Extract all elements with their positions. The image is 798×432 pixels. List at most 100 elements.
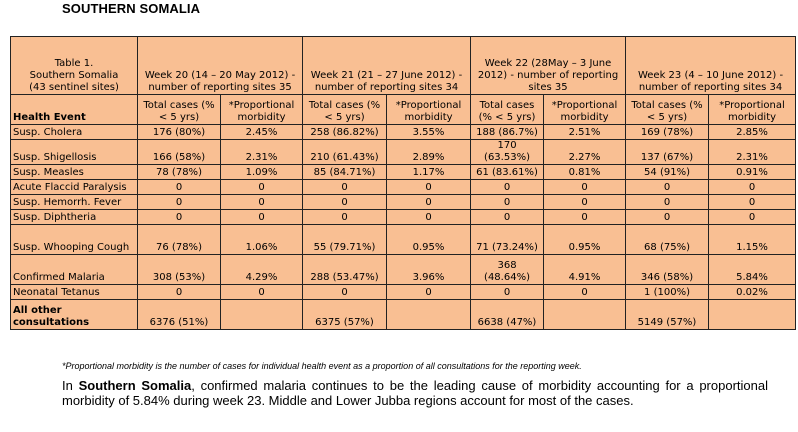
health-event-label: Susp. Cholera (10, 124, 138, 140)
paragraph-text: , confirmed malaria continues to be the … (62, 378, 768, 408)
total-cases-cell: 76 (78%) (137, 224, 221, 255)
total-cases-cell: 0 (302, 179, 388, 195)
proportional-morbidity-cell: 2.45% (219, 124, 304, 140)
proportional-morbidity-cell: 2.31% (708, 139, 797, 165)
health-event-label: Susp. Hemorrh. Fever (10, 194, 138, 210)
proportional-morbidity-cell: 0.95% (543, 224, 627, 255)
total-cases-cell: 6376 (51%) (137, 299, 221, 330)
total-cases-cell: 0 (302, 194, 388, 210)
proportional-morbidity-cell: 0 (708, 179, 797, 195)
table-caption: Table 1. Southern Somalia (43 sentinel s… (10, 36, 138, 95)
total-cases-cell: 61 (83.61%) (470, 164, 545, 180)
table-row: Susp. Diphtheria 0 0 0 0 0 0 0 0 (10, 209, 797, 225)
total-cases-cell: 85 (84.71%) (302, 164, 388, 180)
proportional-morbidity-cell: 1.17% (386, 164, 472, 180)
paragraph-prefix: In (62, 378, 79, 393)
total-cases-cell: 0 (137, 194, 221, 210)
health-event-label: Susp. Diphtheria (10, 209, 138, 225)
proportional-morbidity-cell: 2.51% (543, 124, 627, 140)
total-cases-cell: 68 (75%) (625, 224, 710, 255)
total-cases-cell: 0 (302, 284, 388, 300)
proportional-morbidity-cell: 2.85% (708, 124, 797, 140)
table-row: Susp. Hemorrh. Fever 0 0 0 0 0 0 0 0 (10, 194, 797, 210)
proportional-morbidity-cell: 0 (708, 194, 797, 210)
proportional-morbidity-cell: 0 (386, 194, 472, 210)
total-cases-cell: 258 (86.82%) (302, 124, 388, 140)
column-header-row: Health Event Total cases (% < 5 yrs) *Pr… (10, 94, 797, 125)
footnote: *Proportional morbidity is the number of… (62, 361, 582, 371)
total-cases-cell: 0 (625, 179, 710, 195)
total-cases-cell: 71 (73.24%) (470, 224, 545, 255)
proportional-header: *Proportional morbidity (219, 94, 304, 125)
total-cases-header: Total cases (% < 5 yrs) (137, 94, 221, 125)
total-cases-cell: 137 (67%) (625, 139, 710, 165)
proportional-header: *Proportional morbidity (386, 94, 472, 125)
paragraph-region: Southern Somalia (78, 378, 192, 393)
table-row: Susp. Shigellosis 166 (58%) 2.31% 210 (61.4… (10, 139, 797, 165)
total-cases-cell: 0 (470, 284, 545, 300)
proportional-morbidity-cell (219, 299, 304, 330)
health-event-label: Acute Flaccid Paralysis (10, 179, 138, 195)
proportional-morbidity-cell (708, 299, 797, 330)
proportional-morbidity-cell: 1.06% (219, 224, 304, 255)
proportional-morbidity-cell: 0 (708, 209, 797, 225)
total-cases-cell: 288 (53.47%) (302, 254, 388, 285)
table-row: Susp. Measles 78 (78%) 1.09% 85 (84.71%) 1.1… (10, 164, 797, 180)
health-event-label: Susp. Shigellosis (10, 139, 138, 165)
total-cases-cell: 1 (100%) (625, 284, 710, 300)
total-cases-cell: 55 (79.71%) (302, 224, 388, 255)
caption-line: Southern Somalia (29, 70, 119, 81)
proportional-morbidity-cell: 0 (386, 179, 472, 195)
proportional-morbidity-cell: 0 (386, 284, 472, 300)
proportional-morbidity-cell: 0 (386, 209, 472, 225)
proportional-morbidity-cell: 2.27% (543, 139, 627, 165)
proportional-header: *Proportional morbidity (543, 94, 627, 125)
proportional-morbidity-cell: 0 (543, 179, 627, 195)
total-cases-cell: 5149 (57%) (625, 299, 710, 330)
proportional-morbidity-cell: 3.55% (386, 124, 472, 140)
total-cases-cell: 0 (625, 209, 710, 225)
summary-paragraph: In Southern Somalia, confirmed malaria c… (62, 378, 768, 408)
caption-line: (43 sentinel sites) (29, 82, 119, 93)
health-event-label: Susp. Measles (10, 164, 138, 180)
table-body: Susp. Cholera 176 (80%) 2.45% 258 (86.82%) 3… (10, 124, 797, 330)
proportional-morbidity-cell: 0 (219, 194, 304, 210)
week-header: Week 22 (28May – 3 June 2012) - number o… (470, 36, 627, 95)
proportional-header: *Proportional morbidity (708, 94, 797, 125)
total-cases-cell: 170 (63.53%) (470, 139, 545, 165)
table-row: Neonatal Tetanus 0 0 0 0 0 0 1 (100%) 0.02% (10, 284, 797, 300)
table-row: Susp. Cholera 176 (80%) 2.45% 258 (86.82%) 3… (10, 124, 797, 140)
total-cases-cell: 0 (470, 179, 545, 195)
total-cases-cell: 0 (137, 209, 221, 225)
health-event-label: Neonatal Tetanus (10, 284, 138, 300)
total-cases-cell: 169 (78%) (625, 124, 710, 140)
total-cases-cell: 0 (137, 179, 221, 195)
proportional-morbidity-cell: 0 (543, 284, 627, 300)
week-header: Week 23 (4 – 10 June 2012) - number of r… (625, 36, 797, 95)
surveillance-table: Table 1. Southern Somalia (43 sentinel s… (10, 36, 797, 330)
total-cases-cell: 0 (470, 194, 545, 210)
total-cases-header: Total cases (% < 5 yrs) (302, 94, 388, 125)
proportional-morbidity-cell: 2.31% (219, 139, 304, 165)
proportional-morbidity-cell: 0 (219, 179, 304, 195)
total-cases-cell: 0 (302, 209, 388, 225)
event-header: Health Event (10, 94, 138, 125)
total-cases-cell: 346 (58%) (625, 254, 710, 285)
proportional-morbidity-cell: 0.91% (708, 164, 797, 180)
total-cases-header: Total cases (% < 5 yrs) (625, 94, 710, 125)
total-cases-cell: 78 (78%) (137, 164, 221, 180)
total-cases-cell: 166 (58%) (137, 139, 221, 165)
total-cases-cell: 0 (137, 284, 221, 300)
proportional-morbidity-cell: 1.15% (708, 224, 797, 255)
proportional-morbidity-cell: 0.81% (543, 164, 627, 180)
proportional-morbidity-cell: 5.84% (708, 254, 797, 285)
table-row: Acute Flaccid Paralysis 0 0 0 0 0 0 0 0 (10, 179, 797, 195)
proportional-morbidity-cell: 0 (219, 209, 304, 225)
week-header-row: Table 1. Southern Somalia (43 sentinel s… (10, 36, 797, 95)
health-event-label: Susp. Whooping Cough (10, 224, 138, 255)
total-cases-header: Total cases (% < 5 yrs) (470, 94, 545, 125)
proportional-morbidity-cell: 0 (543, 194, 627, 210)
week-header: Week 21 (21 – 27 June 2012) - number of … (302, 36, 472, 95)
proportional-morbidity-cell: 0 (219, 284, 304, 300)
total-cases-cell: 210 (61.43%) (302, 139, 388, 165)
